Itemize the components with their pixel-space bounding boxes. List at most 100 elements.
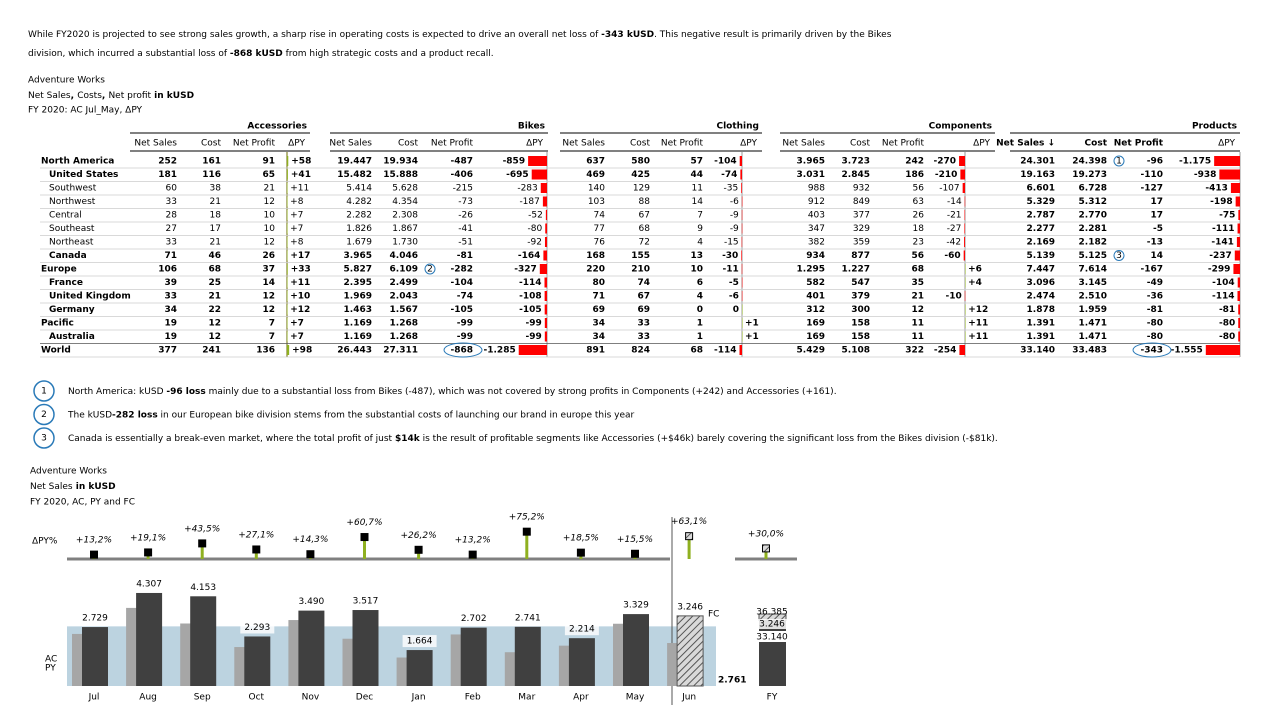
note-text-part: mainly due to a substantial loss from Bi… bbox=[206, 387, 837, 397]
delta-bar bbox=[287, 318, 288, 328]
delta-value: +4 bbox=[968, 278, 982, 288]
column-header: Net Profit bbox=[882, 139, 925, 149]
cell: 33.483 bbox=[1072, 346, 1107, 356]
cell: 7.614 bbox=[1079, 265, 1107, 275]
delta-bar bbox=[742, 331, 743, 342]
cell: 3.965 bbox=[797, 157, 825, 167]
delta-bar bbox=[287, 277, 288, 288]
delta-value: +11 bbox=[968, 319, 988, 329]
row-label: Southeast bbox=[49, 224, 95, 234]
ac-bar bbox=[190, 596, 217, 686]
cell: 7 bbox=[269, 332, 275, 342]
cell: 12 bbox=[208, 332, 221, 342]
cell: 18 bbox=[913, 224, 925, 234]
delta-bar bbox=[287, 237, 288, 247]
cell: 382 bbox=[808, 238, 825, 248]
delta-value: -114 bbox=[519, 278, 542, 288]
cell: 12 bbox=[262, 305, 275, 315]
column-header: Net Profit bbox=[1114, 139, 1164, 149]
value-label: 4.153 bbox=[190, 583, 216, 593]
cell: 379 bbox=[851, 292, 870, 302]
value-label-bg bbox=[673, 600, 708, 613]
cell: 34 bbox=[592, 332, 605, 342]
column-header: ΔPY bbox=[1218, 139, 1235, 149]
headline-part: -868 kUSD bbox=[230, 49, 283, 59]
cell: 21 bbox=[208, 292, 221, 302]
delta-label: +26,2% bbox=[401, 531, 437, 541]
column-header: Net Sales bbox=[329, 139, 372, 149]
cell: 2.169 bbox=[1027, 238, 1055, 248]
delta-bar bbox=[1233, 264, 1240, 274]
delta-bar bbox=[531, 169, 547, 180]
note-text-part: in our European bike division stems from… bbox=[158, 410, 635, 420]
cell: 300 bbox=[851, 305, 870, 315]
x-tick-label: Jan bbox=[411, 693, 426, 703]
x-tick-label: Nov bbox=[302, 693, 320, 703]
table-heading-part: , bbox=[102, 91, 109, 101]
ac-bar bbox=[352, 610, 379, 686]
cell: 5.414 bbox=[346, 184, 372, 194]
fy-fc-label: 3.246 bbox=[759, 619, 785, 629]
cell: 25 bbox=[208, 278, 221, 288]
cell: 60 bbox=[166, 184, 178, 194]
cell: 2.277 bbox=[1027, 224, 1055, 234]
cell: 5.827 bbox=[344, 265, 372, 275]
x-tick-label: Jul bbox=[88, 693, 100, 703]
cell: 329 bbox=[853, 224, 870, 234]
delta-head bbox=[360, 533, 369, 542]
delta-bar bbox=[1235, 196, 1240, 207]
cell: 17 bbox=[210, 224, 221, 234]
table-heading-part: Costs bbox=[77, 91, 102, 101]
delta-bar bbox=[518, 345, 547, 355]
table-period: FY 2020: AC Jul_May, ΔPY bbox=[28, 106, 143, 116]
note-text: The kUSD-282 loss in our European bike d… bbox=[67, 410, 635, 420]
delta-value: +7 bbox=[290, 224, 303, 234]
cell: 2.182 bbox=[1079, 238, 1107, 248]
cell: -99 bbox=[457, 332, 473, 342]
delta-value: -327 bbox=[514, 265, 537, 275]
delta-value: -938 bbox=[1194, 170, 1217, 180]
legend-py: PY bbox=[45, 664, 56, 674]
delta-value: -695 bbox=[506, 170, 529, 180]
table-marker-number: 3 bbox=[1116, 251, 1122, 261]
cell: 7 bbox=[697, 211, 703, 221]
segment-header: Products bbox=[1192, 122, 1237, 132]
cell: 2.845 bbox=[842, 170, 870, 180]
delta-value: -80 bbox=[1219, 332, 1235, 342]
cell: 1.567 bbox=[390, 305, 418, 315]
delta-value: -107 bbox=[939, 184, 959, 194]
delta-pin bbox=[200, 542, 204, 559]
value-label-bg bbox=[240, 621, 275, 634]
cell: 33 bbox=[637, 332, 650, 342]
cell: 12 bbox=[262, 292, 275, 302]
cell: 33 bbox=[166, 238, 177, 248]
cell: 24.398 bbox=[1072, 157, 1107, 167]
cell: 1.391 bbox=[1027, 319, 1055, 329]
cell: 11 bbox=[911, 332, 924, 342]
row-label: Southwest bbox=[49, 184, 97, 194]
fy-ac-bar bbox=[759, 620, 786, 686]
column-header: Cost bbox=[850, 139, 870, 149]
cell: 5.312 bbox=[1079, 197, 1107, 207]
delta-bar bbox=[287, 156, 289, 166]
cell: 68 bbox=[208, 265, 221, 275]
cell: -167 bbox=[1140, 265, 1163, 275]
note-marker bbox=[33, 427, 55, 449]
cell: 161 bbox=[202, 157, 221, 167]
delta-bar bbox=[287, 331, 288, 342]
value-label-bg bbox=[757, 630, 787, 642]
delta-value: -114 bbox=[1212, 292, 1235, 302]
delta-bar bbox=[544, 331, 547, 342]
cell: 7.447 bbox=[1027, 265, 1055, 275]
delta-value: -80 bbox=[528, 224, 543, 234]
row-label: Europe bbox=[41, 265, 77, 275]
cell: -110 bbox=[1140, 170, 1163, 180]
cell: -36 bbox=[1147, 292, 1163, 302]
delta-value: +6 bbox=[968, 265, 982, 275]
delta-bar bbox=[742, 304, 743, 315]
delta-name: ΔPY% bbox=[32, 537, 58, 547]
cell: 19.447 bbox=[337, 157, 372, 167]
delta-label: +27,1% bbox=[238, 530, 274, 540]
delta-bar bbox=[741, 291, 743, 301]
delta-value: -92 bbox=[527, 238, 542, 248]
